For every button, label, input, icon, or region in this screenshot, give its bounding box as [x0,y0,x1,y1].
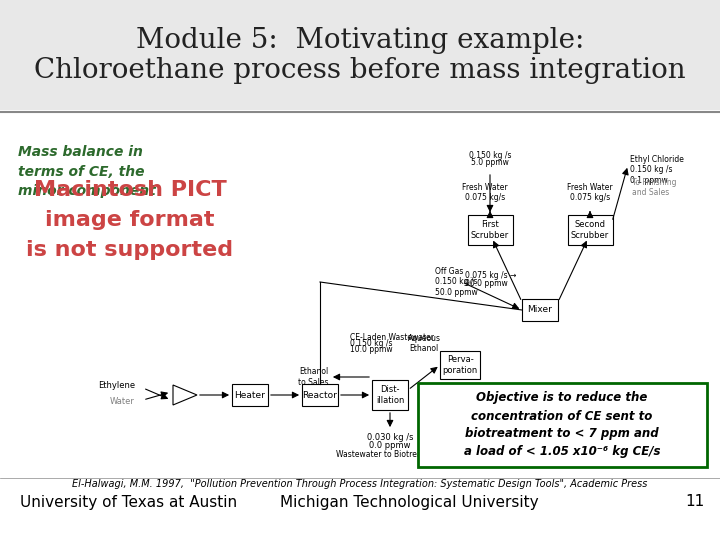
Text: 11: 11 [685,495,705,510]
FancyBboxPatch shape [0,0,720,110]
FancyBboxPatch shape [418,383,707,467]
FancyBboxPatch shape [232,384,268,406]
Text: El-Halwagi, M.M. 1997,  "Pollution Prevention Through Process Integration: Syste: El-Halwagi, M.M. 1997, "Pollution Preven… [72,479,648,489]
Text: Mixer: Mixer [528,306,552,314]
Text: Reactor: Reactor [302,390,338,400]
Text: First
Scrubber: First Scrubber [471,220,509,240]
Text: 0.075 kg /s →: 0.075 kg /s → [465,271,516,280]
Text: CE-Laden Wastewater: CE-Laden Wastewater [350,333,434,342]
Text: Aqueous
Ethanol: Aqueous Ethanol [408,334,441,353]
Text: 10.0 ppmw: 10.0 ppmw [350,345,392,354]
Text: Fresh Water
0.075 kg/s: Fresh Water 0.075 kg/s [462,183,508,202]
Text: Second
Scrubber: Second Scrubber [571,220,609,240]
Text: Dist-
illation: Dist- illation [376,386,404,404]
Text: 90.0 ppmw: 90.0 ppmw [465,279,508,287]
Text: 0.150 kg /s: 0.150 kg /s [469,151,511,160]
Text: Ethylene: Ethylene [98,381,135,389]
Text: Chloroethane process before mass integration: Chloroethane process before mass integra… [34,57,686,84]
Text: Michigan Technological University: Michigan Technological University [280,495,539,510]
FancyBboxPatch shape [567,215,613,245]
FancyBboxPatch shape [372,380,408,410]
FancyBboxPatch shape [467,215,513,245]
Text: Ethanol
to Sales: Ethanol to Sales [297,367,328,387]
FancyBboxPatch shape [440,351,480,379]
Text: Macintosh PICT
image format
is not supported: Macintosh PICT image format is not suppo… [27,180,233,260]
Text: Perva-
poration: Perva- poration [442,355,477,375]
Text: 5.0 ppmw: 5.0 ppmw [471,158,509,167]
Polygon shape [173,385,197,405]
Text: 0.150 kg /s: 0.150 kg /s [350,339,392,348]
Text: Off Gas
0.150 kg /s
50.0 ppmw: Off Gas 0.150 kg /s 50.0 ppmw [435,267,478,297]
Text: Heater: Heater [235,390,266,400]
Text: Module 5:  Motivating example:: Module 5: Motivating example: [136,26,584,53]
FancyBboxPatch shape [0,112,720,480]
Text: HCl: HCl [465,386,480,395]
Text: To Finishing
and Sales: To Finishing and Sales [632,178,677,198]
Text: 0.030 kg /s: 0.030 kg /s [366,433,413,442]
FancyBboxPatch shape [522,299,558,321]
Text: 0.0 ppmw: 0.0 ppmw [369,441,410,450]
Text: University of Texas at Austin: University of Texas at Austin [20,495,237,510]
Text: Wastewater to Biotreatment: Wastewater to Biotreatment [336,450,444,459]
Text: Fresh Water
0.075 kg/s: Fresh Water 0.075 kg/s [567,183,613,202]
Text: Mass balance in
terms of CE, the
minor component: Mass balance in terms of CE, the minor c… [18,145,156,198]
FancyBboxPatch shape [302,384,338,406]
Text: Objective is to reduce the
concentration of CE sent to
biotreatment to < 7 ppm a: Objective is to reduce the concentration… [464,392,660,458]
Text: Ethyl Chloride
0.150 kg /s
0.1 ppmw: Ethyl Chloride 0.150 kg /s 0.1 ppmw [630,155,684,185]
Text: Water: Water [110,397,135,407]
